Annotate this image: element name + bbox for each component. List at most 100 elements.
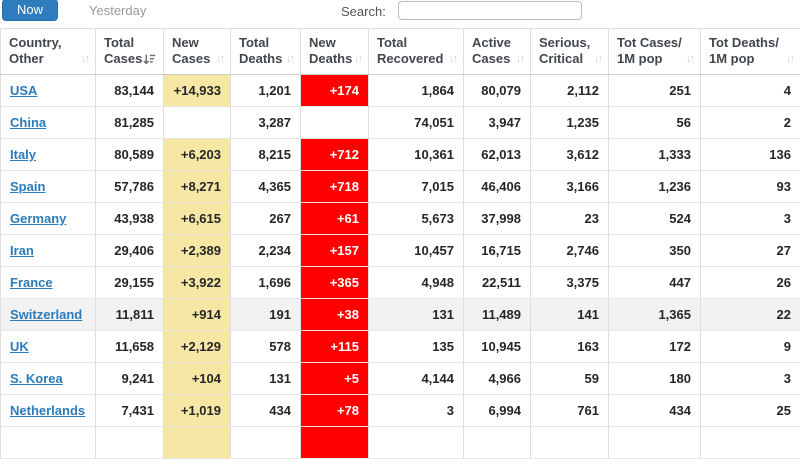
country-link[interactable]: Iran xyxy=(10,243,34,258)
serious-critical-cell: 2,112 xyxy=(531,75,609,107)
country-link[interactable]: Germany xyxy=(10,211,66,226)
deaths-per-1m-cell: 93 xyxy=(701,171,800,203)
sort-desc-icon xyxy=(143,53,156,66)
column-header[interactable]: Serious, Critical ↓↑ xyxy=(531,29,609,75)
column-header[interactable]: New Deaths ↓↑ xyxy=(301,29,369,75)
cases-per-1m-cell xyxy=(609,427,701,459)
column-header[interactable]: Total Recovered ↓↑ xyxy=(369,29,464,75)
serious-critical-cell: 1,235 xyxy=(531,107,609,139)
total-cases-cell: 29,155 xyxy=(96,267,164,299)
country-link[interactable]: Italy xyxy=(10,147,36,162)
column-label-line2: Other xyxy=(9,51,44,67)
column-header[interactable]: Total Cases ↓↑ xyxy=(96,29,164,75)
new-deaths-cell: +115 xyxy=(301,331,369,363)
total-recovered-cell: 1,864 xyxy=(369,75,464,107)
column-label-line2: Cases xyxy=(472,51,510,67)
total-recovered-cell: 4,948 xyxy=(369,267,464,299)
cases-per-1m-cell: 434 xyxy=(609,395,701,427)
cases-per-1m-cell: 524 xyxy=(609,203,701,235)
country-link[interactable]: Spain xyxy=(10,179,45,194)
total-deaths-cell: 3,287 xyxy=(231,107,301,139)
new-cases-cell: +6,203 xyxy=(164,139,231,171)
total-deaths-cell: 8,215 xyxy=(231,139,301,171)
country-link[interactable]: Netherlands xyxy=(10,403,85,418)
cases-per-1m-cell: 1,236 xyxy=(609,171,701,203)
total-deaths-cell: 2,234 xyxy=(231,235,301,267)
total-deaths-cell: 267 xyxy=(231,203,301,235)
country-link[interactable]: USA xyxy=(10,83,37,98)
active-cases-cell: 37,998 xyxy=(464,203,531,235)
new-deaths-cell: +38 xyxy=(301,299,369,331)
column-label-line2: Recovered xyxy=(377,51,443,67)
total-recovered-cell: 4,144 xyxy=(369,363,464,395)
sort-toggle-icon: ↓↑ xyxy=(594,51,601,67)
new-cases-cell: +1,019 xyxy=(164,395,231,427)
cases-per-1m-cell: 172 xyxy=(609,331,701,363)
deaths-per-1m-cell: 136 xyxy=(701,139,800,171)
deaths-per-1m-cell: 2 xyxy=(701,107,800,139)
total-cases-cell: 7,431 xyxy=(96,395,164,427)
table-row: UK 11,658 +2,129 578 +115 135 10,945 163… xyxy=(1,331,800,363)
new-deaths-cell: +61 xyxy=(301,203,369,235)
column-label-line1: Total xyxy=(377,35,457,51)
tab-now[interactable]: Now xyxy=(2,0,58,21)
column-label-line1: Country, xyxy=(9,35,89,51)
deaths-per-1m-cell: 9 xyxy=(701,331,800,363)
cases-per-1m-cell: 350 xyxy=(609,235,701,267)
total-deaths-cell xyxy=(231,427,301,459)
total-deaths-cell: 1,696 xyxy=(231,267,301,299)
serious-critical-cell: 23 xyxy=(531,203,609,235)
column-label-line1: Serious, xyxy=(539,35,602,51)
deaths-per-1m-cell xyxy=(701,427,800,459)
deaths-per-1m-cell: 3 xyxy=(701,203,800,235)
column-header[interactable]: Total Deaths ↓↑ xyxy=(231,29,301,75)
column-label-line2: Critical xyxy=(539,51,583,67)
country-link[interactable]: Switzerland xyxy=(10,307,82,322)
column-header[interactable]: Country, Other ↓↑ xyxy=(1,29,96,75)
active-cases-cell xyxy=(464,427,531,459)
total-cases-cell: 43,938 xyxy=(96,203,164,235)
country-link[interactable]: China xyxy=(10,115,46,130)
column-header[interactable]: Active Cases ↓↑ xyxy=(464,29,531,75)
total-cases-cell: 80,589 xyxy=(96,139,164,171)
sort-toggle-icon: ↓↑ xyxy=(354,51,361,67)
column-header[interactable]: Tot Deaths/ 1M pop ↓↑ xyxy=(701,29,800,75)
new-deaths-cell xyxy=(301,427,369,459)
total-deaths-cell: 434 xyxy=(231,395,301,427)
new-cases-cell: +3,922 xyxy=(164,267,231,299)
table-row: Germany 43,938 +6,615 267 +61 5,673 37,9… xyxy=(1,203,800,235)
total-cases-cell: 83,144 xyxy=(96,75,164,107)
new-deaths-cell: +712 xyxy=(301,139,369,171)
table-row xyxy=(1,427,800,459)
header-row: Country, Other ↓↑ xyxy=(1,29,800,75)
search-input[interactable] xyxy=(398,1,582,20)
serious-critical-cell: 3,612 xyxy=(531,139,609,171)
active-cases-cell: 10,945 xyxy=(464,331,531,363)
total-recovered-cell: 74,051 xyxy=(369,107,464,139)
country-link[interactable]: S. Korea xyxy=(10,371,63,386)
country-link[interactable]: UK xyxy=(10,339,29,354)
column-header[interactable]: New Cases ↓↑ xyxy=(164,29,231,75)
tab-yesterday[interactable]: Yesterday xyxy=(89,3,146,18)
serious-critical-cell xyxy=(531,427,609,459)
sort-toggle-icon: ↓↑ xyxy=(786,51,793,67)
new-cases-cell: +914 xyxy=(164,299,231,331)
table-body: USA 83,144 +14,933 1,201 +174 1,864 80,0… xyxy=(1,75,800,459)
column-label-line1: Tot Deaths/ xyxy=(709,35,794,51)
column-header[interactable]: Tot Cases/ 1M pop ↓↑ xyxy=(609,29,701,75)
new-cases-cell xyxy=(164,427,231,459)
active-cases-cell: 46,406 xyxy=(464,171,531,203)
new-deaths-cell: +157 xyxy=(301,235,369,267)
column-label-line1: Total xyxy=(239,35,294,51)
table-row: China 81,285 3,287 74,051 3,947 1,235 56… xyxy=(1,107,800,139)
country-link[interactable]: France xyxy=(10,275,53,290)
total-recovered-cell: 131 xyxy=(369,299,464,331)
active-cases-cell: 6,994 xyxy=(464,395,531,427)
search-label: Search: xyxy=(341,4,386,19)
new-cases-cell: +2,389 xyxy=(164,235,231,267)
active-cases-cell: 22,511 xyxy=(464,267,531,299)
sort-toggle-icon: ↓↑ xyxy=(81,51,88,67)
table-row: Iran 29,406 +2,389 2,234 +157 10,457 16,… xyxy=(1,235,800,267)
total-cases-cell: 9,241 xyxy=(96,363,164,395)
serious-critical-cell: 761 xyxy=(531,395,609,427)
